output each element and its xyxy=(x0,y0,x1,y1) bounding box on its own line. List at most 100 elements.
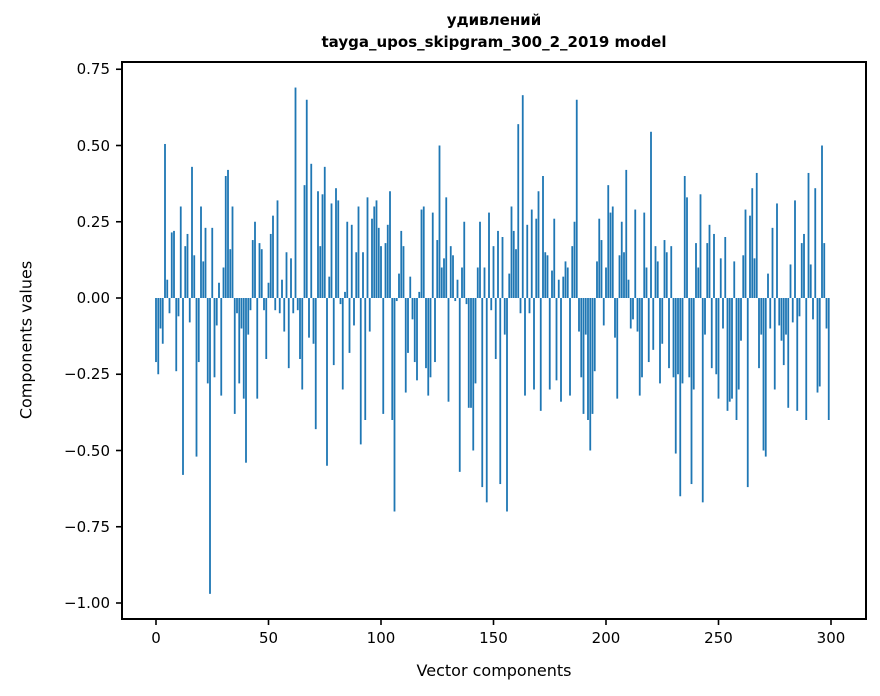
bar-component-284 xyxy=(794,200,796,298)
bar-component-265 xyxy=(751,188,754,298)
bar-component-196 xyxy=(596,261,598,298)
bar-component-108 xyxy=(398,273,400,298)
bar-component-30 xyxy=(222,267,225,298)
bar-component-40 xyxy=(245,298,247,463)
bar-component-179 xyxy=(557,279,560,298)
bar-component-222 xyxy=(654,246,657,298)
bar-component-258 xyxy=(735,298,738,420)
bar-component-248 xyxy=(713,233,715,298)
bar-component-292 xyxy=(812,298,814,320)
bar-component-74 xyxy=(321,194,324,298)
bar-component-189 xyxy=(580,298,583,378)
bar-component-287 xyxy=(800,243,803,298)
bar-component-65 xyxy=(301,298,304,390)
bar-component-212 xyxy=(632,298,634,320)
bar-component-166 xyxy=(528,298,531,314)
bar-component-182 xyxy=(564,261,567,298)
bar-component-107 xyxy=(395,298,398,302)
bar-component-46 xyxy=(258,243,261,298)
chart-title: удивлений tayga_upos_skipgram_300_2_2019… xyxy=(122,9,866,53)
bar-component-102 xyxy=(384,243,387,298)
bar-component-119 xyxy=(422,206,425,298)
bar-component-29 xyxy=(220,298,223,396)
bar-component-173 xyxy=(544,252,547,298)
y-tick-label-0.00: 0.00 xyxy=(76,289,110,307)
bar-component-67 xyxy=(305,99,308,298)
bar-component-155 xyxy=(503,298,506,335)
bar-component-275 xyxy=(773,298,776,390)
bar-component-280 xyxy=(785,298,787,335)
bar-component-211 xyxy=(629,298,632,329)
bar-component-101 xyxy=(382,298,385,414)
bar-component-75 xyxy=(323,166,326,298)
bar-component-227 xyxy=(665,252,668,298)
bar-component-194 xyxy=(591,298,594,414)
bar-component-122 xyxy=(429,298,432,378)
bar-component-116 xyxy=(416,298,418,381)
bar-component-137 xyxy=(463,221,466,298)
bar-component-43 xyxy=(251,240,254,298)
bar-component-263 xyxy=(746,298,749,488)
bar-component-223 xyxy=(656,261,659,298)
bar-component-264 xyxy=(749,215,751,298)
bar-component-93 xyxy=(364,298,367,420)
bar-component-226 xyxy=(663,240,666,298)
bar-component-254 xyxy=(726,298,729,411)
bar-component-242 xyxy=(699,194,702,298)
bar-component-247 xyxy=(710,298,713,369)
bar-component-215 xyxy=(638,298,641,396)
bar-component-279 xyxy=(782,298,785,366)
bar-component-109 xyxy=(400,230,403,298)
bar-component-220 xyxy=(650,131,652,298)
bar-component-81 xyxy=(337,200,340,298)
bar-component-230 xyxy=(672,298,675,378)
bar-component-256 xyxy=(731,298,733,399)
bar-component-11 xyxy=(179,206,182,298)
bar-component-6 xyxy=(168,298,171,314)
bar-component-259 xyxy=(737,298,740,390)
bar-component-32 xyxy=(227,169,229,298)
bar-component-76 xyxy=(326,298,328,466)
bar-component-12 xyxy=(182,298,184,475)
bar-component-206 xyxy=(618,255,621,298)
bar-component-145 xyxy=(481,298,484,488)
bar-component-13 xyxy=(184,246,187,298)
bar-component-167 xyxy=(530,209,533,298)
bar-component-153 xyxy=(499,298,502,485)
bar-component-129 xyxy=(445,197,448,298)
bar-component-178 xyxy=(555,298,558,381)
bar-component-96 xyxy=(371,218,373,298)
bar-component-24 xyxy=(209,298,211,594)
bar-component-162 xyxy=(519,298,522,314)
bar-component-130 xyxy=(447,298,450,402)
bar-component-82 xyxy=(339,298,342,305)
y-tick-label-−0.75: −0.75 xyxy=(64,517,110,536)
bar-component-286 xyxy=(798,298,801,317)
bar-component-147 xyxy=(485,298,488,503)
bar-component-294 xyxy=(816,298,819,393)
bar-component-22 xyxy=(204,227,207,298)
bar-component-85 xyxy=(346,221,349,298)
x-axis-label: Vector components xyxy=(416,661,572,680)
bar-component-266 xyxy=(753,258,756,298)
bar-component-44 xyxy=(254,221,256,298)
bar-component-289 xyxy=(805,298,808,420)
bar-component-152 xyxy=(497,230,499,298)
bar-component-72 xyxy=(317,191,319,298)
x-tick-label-250: 250 xyxy=(704,629,733,647)
bar-component-27 xyxy=(215,298,218,326)
bar-component-204 xyxy=(614,298,616,338)
bar-component-214 xyxy=(636,298,639,332)
bar-component-34 xyxy=(231,206,234,298)
bar-component-140 xyxy=(470,298,472,408)
bar-component-113 xyxy=(409,276,412,298)
bar-component-106 xyxy=(393,298,396,512)
bar-component-296 xyxy=(821,145,823,298)
bar-component-271 xyxy=(764,298,767,457)
bar-component-78 xyxy=(330,203,333,298)
bar-component-260 xyxy=(740,298,742,341)
bar-component-64 xyxy=(299,298,301,359)
bar-component-144 xyxy=(479,221,481,298)
bar-component-239 xyxy=(692,298,695,390)
bar-component-104 xyxy=(389,191,391,298)
